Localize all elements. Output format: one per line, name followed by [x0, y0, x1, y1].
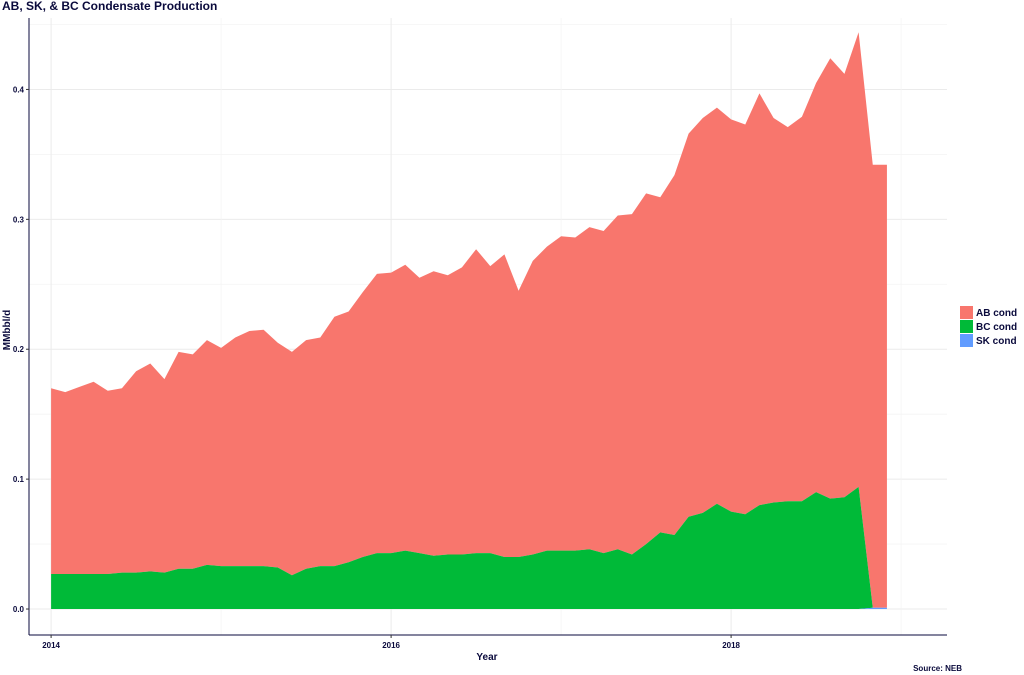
area-bc-cond [51, 486, 887, 610]
y-tick-label: 0.1 [13, 475, 25, 484]
x-axis-title: Year [476, 652, 497, 663]
legend-swatch-sk-cond [960, 334, 973, 347]
y-tick-label: 0.2 [13, 345, 25, 354]
x-tick-label: 2016 [382, 641, 400, 650]
y-axis-title: MMbbl/d [2, 310, 13, 351]
y-tick-label: 0.3 [13, 215, 25, 224]
chart-title: AB, SK, & BC Condensate Production [2, 0, 217, 13]
source-note: Source: NEB [913, 664, 962, 673]
tick-layer: 0.0 0.1 0.2 0.3 0.4 2014 2016 2018 [13, 85, 741, 650]
area-layer [51, 32, 887, 610]
x-tick-label: 2014 [42, 641, 60, 650]
y-tick-label: 0.4 [13, 85, 25, 94]
legend-swatch-ab-cond [960, 306, 973, 319]
y-tick-label: 0.0 [13, 605, 25, 614]
legend-label-sk-cond: SK cond [976, 336, 1017, 347]
axes [28, 18, 947, 636]
x-tick-label: 2018 [722, 641, 740, 650]
legend-swatch-bc-cond [960, 320, 973, 333]
area-ab-cond [51, 32, 887, 608]
legend-label-bc-cond: BC cond [976, 322, 1017, 333]
legend: AB cond BC cond SK cond [960, 306, 1017, 347]
legend-label-ab-cond: AB cond [976, 308, 1017, 319]
